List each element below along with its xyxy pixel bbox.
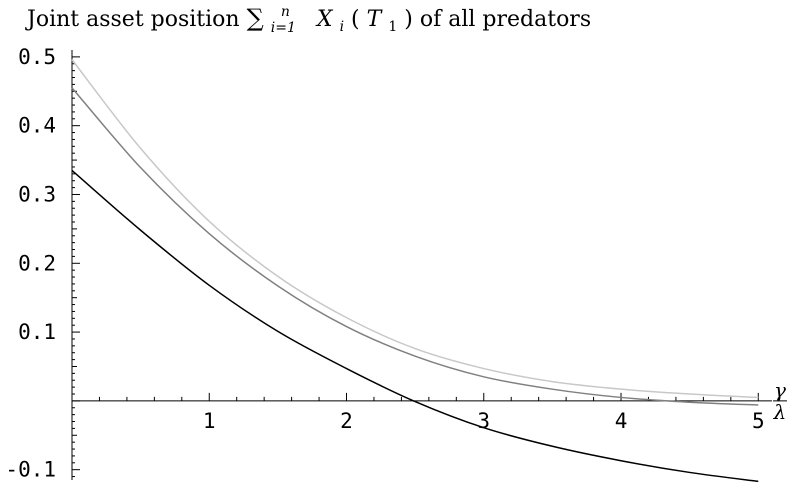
x-axis-label-numerator: γ <box>774 378 786 402</box>
y-tick-label: 0.2 <box>18 251 56 275</box>
title-sum-lower: i=1 <box>271 20 296 36</box>
title-var-sub: i <box>340 19 344 35</box>
x-axis-label: γ λ <box>773 378 787 424</box>
title-close-paren: ) <box>404 7 413 32</box>
chart-title: Joint asset position ∑ i=1 n X i ( T 1 )… <box>25 0 591 38</box>
x-tick-label: 5 <box>752 409 765 433</box>
title-sum-symbol: ∑ <box>247 4 264 32</box>
series-line-1 <box>71 59 759 399</box>
series-lines <box>71 59 759 483</box>
title-arg: T <box>367 7 384 32</box>
tick-marks <box>72 56 759 478</box>
y-tick-label: 0.4 <box>18 114 56 138</box>
title-open-paren: ( <box>351 7 360 32</box>
y-tick-label: 0.3 <box>18 182 56 206</box>
x-tick-label: 4 <box>615 409 628 433</box>
x-axis-label-denominator: λ <box>773 400 787 424</box>
title-arg-sub: 1 <box>388 19 397 35</box>
tick-labels: 1 2 3 4 5-0.10.10.20.30.40.5 <box>5 45 764 482</box>
y-tick-label: -0.1 <box>5 458 56 482</box>
x-tick-label: 2 <box>340 409 353 433</box>
y-tick-label: 0.1 <box>18 320 56 344</box>
series-line-2 <box>71 87 759 406</box>
y-tick-label: 0.5 <box>18 45 56 69</box>
title-sum-upper: n <box>281 4 290 20</box>
title-prefix: Joint asset position <box>25 7 247 32</box>
title-suffix: of all predators <box>420 7 591 32</box>
series-line-3 <box>71 169 759 483</box>
x-tick-label: 1 <box>203 409 216 433</box>
title-var: X <box>315 7 334 32</box>
